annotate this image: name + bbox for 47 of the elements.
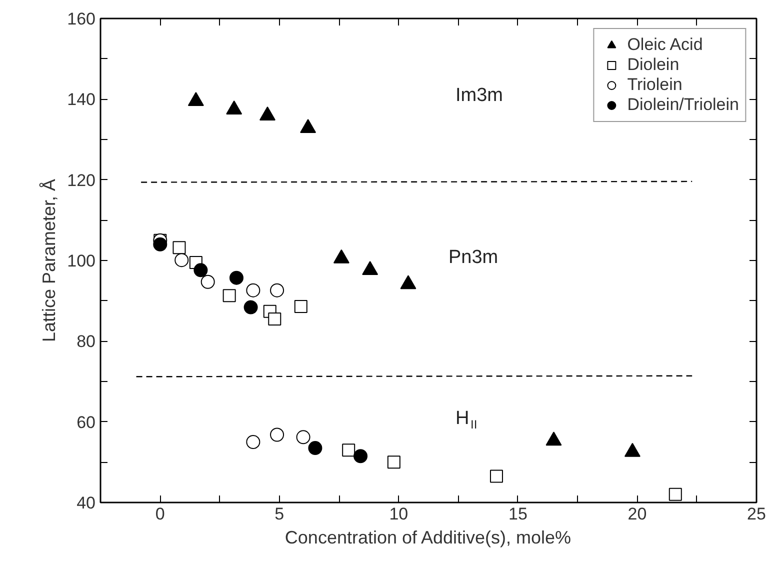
legend-label: Triolein	[627, 75, 682, 95]
point	[387, 456, 400, 469]
point	[668, 488, 682, 501]
y-tick-label: 40	[76, 494, 96, 512]
x-tick-label: 10	[389, 504, 408, 524]
point	[294, 300, 308, 313]
point	[270, 428, 284, 442]
point	[490, 470, 503, 483]
y-tick-label: 120	[67, 170, 96, 190]
point	[222, 289, 236, 302]
point	[342, 444, 356, 457]
point	[244, 300, 258, 314]
point	[188, 92, 204, 106]
legend-label: Diolein	[627, 55, 680, 75]
point	[308, 441, 322, 456]
point	[270, 283, 284, 298]
x-tick-label: 0	[155, 504, 165, 524]
y-tick-label: 140	[67, 90, 96, 110]
point	[268, 312, 282, 326]
point	[354, 449, 368, 464]
y-axis-title: Lattice Parameter, Å	[39, 178, 60, 342]
point	[259, 106, 276, 121]
point	[174, 253, 189, 268]
y-tick-label: 80	[76, 332, 96, 352]
point	[296, 430, 310, 444]
point	[362, 261, 378, 276]
point	[172, 241, 186, 254]
x-tick-label: 20	[628, 504, 647, 524]
annotation: Im3m	[456, 85, 503, 106]
legend-label: Diolein/Triolein	[627, 95, 739, 115]
y-tick-label: 160	[67, 10, 96, 28]
point	[153, 237, 168, 252]
y-tick-label: 60	[76, 412, 96, 432]
point	[246, 283, 260, 298]
legend-label: Oleic Acid	[627, 35, 703, 55]
point	[194, 263, 208, 278]
point	[300, 119, 316, 134]
x-tick-label: 15	[508, 504, 528, 524]
annotation: Pn3m	[448, 247, 498, 268]
x-axis-title: Concentration of Additive(s), mole%	[284, 528, 572, 548]
point	[246, 435, 260, 449]
point	[200, 274, 215, 289]
point	[226, 100, 242, 114]
x-tick-label: 5	[274, 504, 284, 524]
y-tick-label: 100	[67, 252, 96, 270]
x-tick-label: 25	[747, 504, 766, 524]
point	[229, 270, 244, 285]
